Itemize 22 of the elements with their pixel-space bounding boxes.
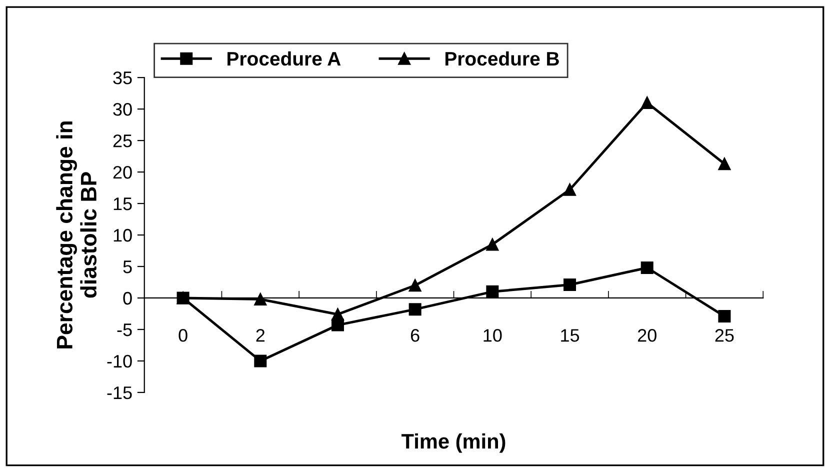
y-tick-label: -10 — [107, 354, 132, 368]
x-tick-label: 20 — [638, 329, 656, 342]
y-tick-label: 15 — [114, 198, 132, 210]
y-tick-label: 30 — [113, 102, 132, 116]
x-tick-label: 2 — [256, 329, 265, 342]
legend-label: Procedure A — [228, 51, 341, 66]
y-tick-label: 25 — [113, 134, 132, 148]
y-tick-label: 35 — [113, 71, 132, 84]
y-tick-label: -5 — [117, 324, 132, 336]
y-tick-label: -15 — [107, 386, 132, 400]
y-tick-label: 20 — [113, 166, 132, 179]
x-tick-label: 0 — [178, 329, 188, 342]
y-tick-label: 0 — [123, 292, 132, 305]
y-tick-label: 5 — [123, 260, 132, 274]
y-tick-label: 10 — [114, 228, 132, 242]
x-tick-label: 10 — [484, 329, 502, 342]
x-tick-label: 25 — [715, 329, 734, 342]
x-tick-label: 15 — [561, 329, 580, 342]
y-axis-title: Percentage change in diastolic BP — [56, 122, 97, 348]
legend-label: Procedure B — [445, 51, 559, 66]
x-axis-title: Time (min) — [402, 433, 506, 453]
x-tick-label: 6 — [410, 329, 420, 342]
